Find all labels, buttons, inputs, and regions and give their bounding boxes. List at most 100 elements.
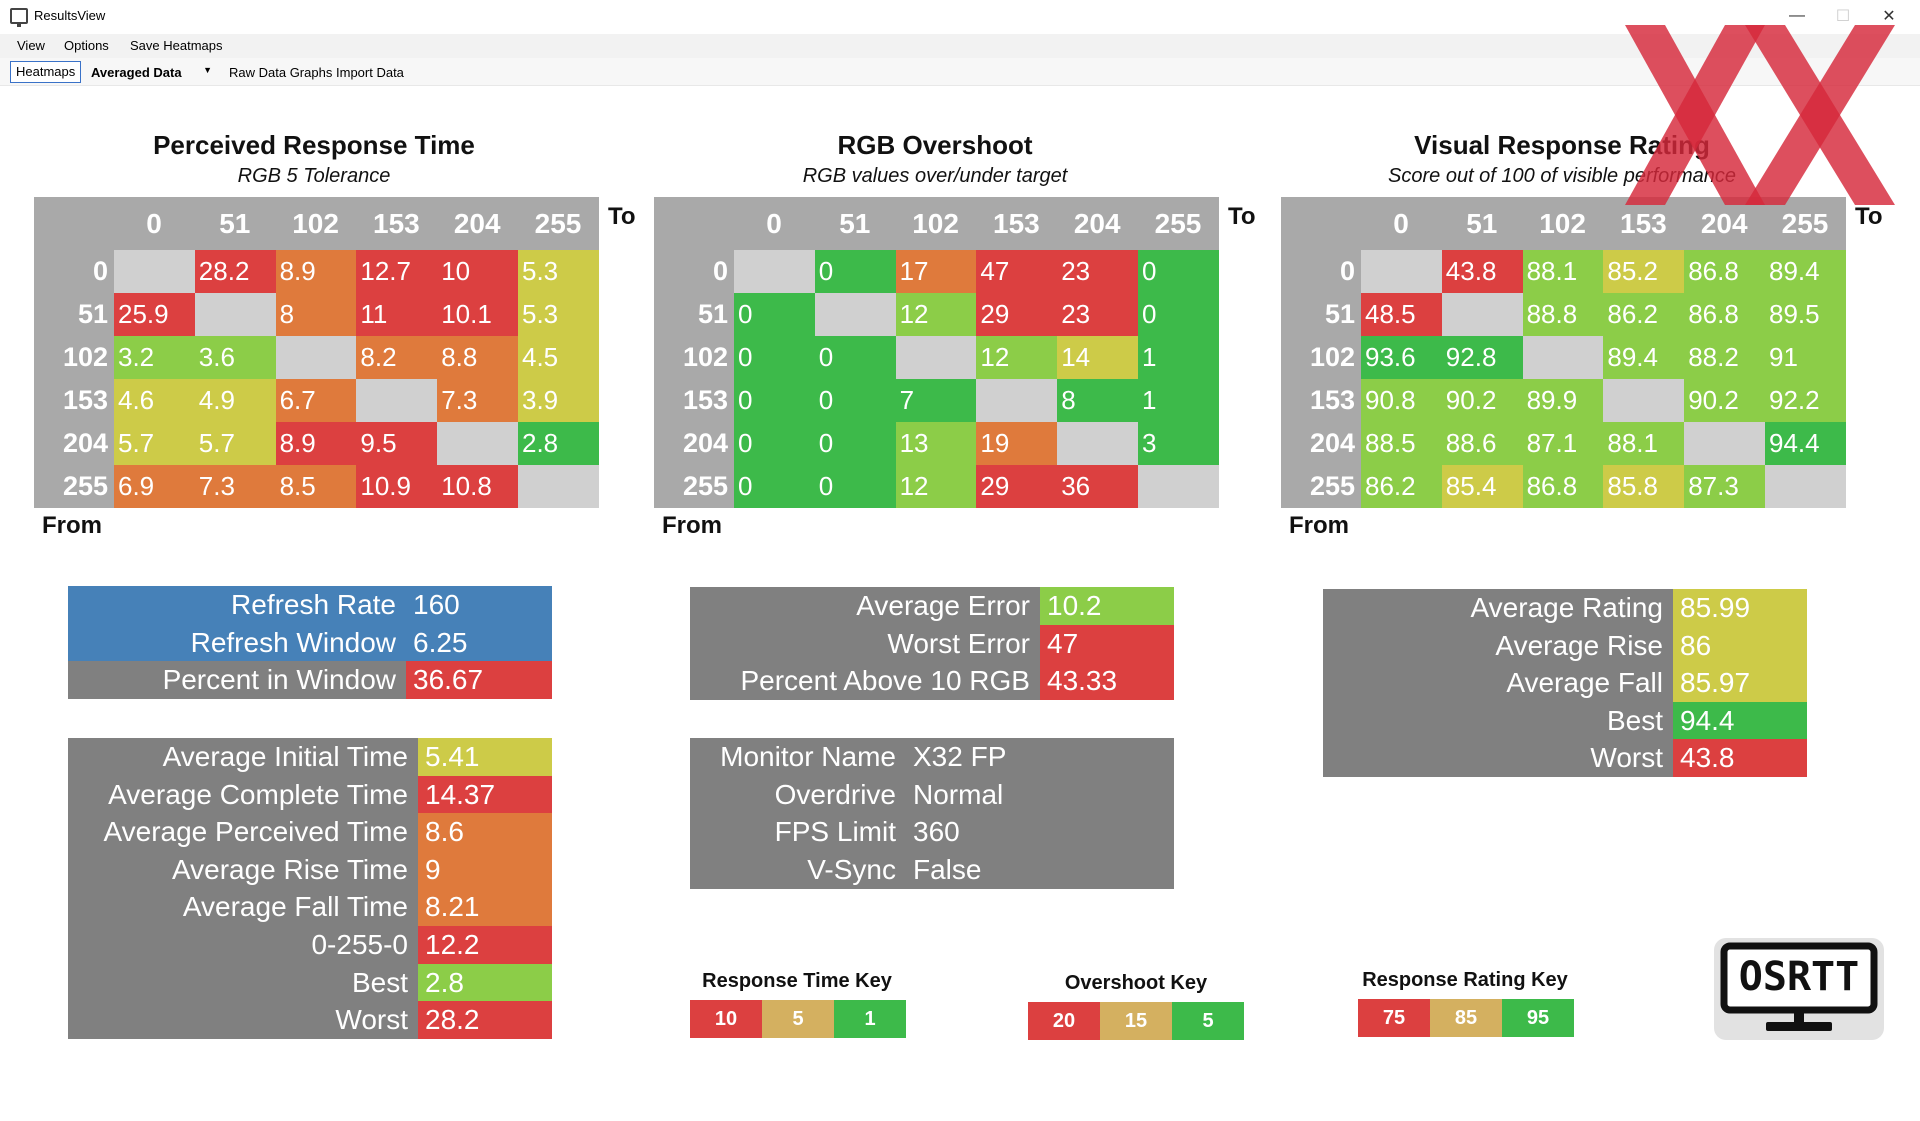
- heatmaps-tab[interactable]: Heatmaps: [10, 61, 82, 83]
- heatmap-cell: 10.8: [437, 465, 519, 508]
- heatmap-cell: [734, 250, 815, 293]
- heatmap-cell: 88.1: [1603, 422, 1685, 465]
- heatmap-col-header: 102: [292, 208, 339, 239]
- stat-row: Worst Error 47: [690, 624, 1174, 663]
- stat-row: Average Initial Time 5.41: [68, 738, 552, 776]
- stat-value: 5.41: [418, 738, 552, 776]
- maximize-button[interactable]: ☐: [1835, 8, 1851, 25]
- to-axis-label: To: [1228, 203, 1256, 230]
- heatmap-cell: 0: [814, 336, 896, 379]
- heatmap-cell: 0: [814, 379, 896, 422]
- heatmap-cell: 3.2: [114, 336, 195, 379]
- heatmap-row-header: 51: [77, 299, 108, 329]
- heatmap-cell: 23: [1057, 293, 1139, 336]
- stat-label: 0-255-0: [68, 926, 418, 964]
- stat-label: Worst: [1323, 739, 1673, 778]
- heatmap-cell: 14: [1057, 336, 1139, 379]
- import-data-button[interactable]: Import Data: [336, 65, 404, 80]
- stat-value: 12.2: [418, 926, 552, 964]
- heatmap-col-header: 51: [219, 208, 251, 239]
- heatmap-col-header: 204: [1700, 208, 1748, 239]
- heatmap-cell: 0: [1138, 293, 1219, 336]
- minimize-button[interactable]: —: [1789, 7, 1805, 24]
- heatmap-cell: 4.6: [114, 379, 195, 422]
- from-axis-label: From: [42, 512, 102, 539]
- heatmap-cell: 0: [734, 293, 815, 336]
- heatmap-col-header: 0: [766, 208, 782, 239]
- heatmap-cell: 86.2: [1603, 293, 1685, 336]
- menu-save-heatmaps[interactable]: Save Heatmaps: [130, 38, 223, 53]
- heatmap-col-header: 102: [1539, 208, 1586, 239]
- heatmap-cell: 36: [1057, 465, 1139, 508]
- heatmap-row-header: 0: [712, 256, 728, 286]
- heatmap-cell: [1603, 379, 1685, 422]
- stat-row: Refresh Rate 160: [68, 586, 552, 624]
- heatmap-row-header: 153: [62, 385, 108, 415]
- heatmap-cell: 86.8: [1522, 465, 1604, 508]
- heatmap-cell: 1: [1138, 379, 1219, 422]
- menu-view[interactable]: View: [17, 38, 45, 53]
- stat-label: Average Rise Time: [68, 850, 418, 889]
- window-title: ResultsView: [34, 8, 106, 23]
- heatmap-cell: 12: [895, 293, 977, 336]
- to-axis-label: To: [608, 203, 636, 230]
- heatmap-cell: 10.1: [437, 293, 519, 336]
- heatmap-cell: 25.9: [114, 293, 195, 336]
- heatmap-cell: 85.8: [1603, 465, 1685, 508]
- heatmap-col-header: 51: [839, 208, 871, 239]
- stat-value: 43.8: [1673, 739, 1807, 778]
- data-mode-value: Averaged Data: [91, 65, 182, 80]
- heatmap-cell: 5.7: [114, 422, 195, 465]
- key-cell: 85: [1430, 999, 1502, 1037]
- heatmap-grid: 0 51 102 153 204 255 0 0 17 47 23 0 51 0 12 29 23 0 102 0 0 1…: [654, 197, 1219, 508]
- heatmap-cell: 92.8: [1441, 336, 1523, 379]
- stat-value: 36.67: [406, 661, 552, 700]
- heatmap-col-header: 153: [993, 208, 1040, 239]
- heatmap-cell: 0: [814, 465, 896, 508]
- stat-label: Average Fall: [1323, 664, 1673, 703]
- heatmap-grid: 0 51 102 153 204 255 0 43.8 88.1 85.2 86.8 89.4 51 48…: [1281, 197, 1846, 508]
- heatmap-row-header: 255: [1309, 471, 1355, 501]
- stat-row: Worst 28.2: [68, 1001, 552, 1040]
- menu-options[interactable]: Options: [64, 38, 109, 53]
- heatmap-row-header: 255: [62, 471, 108, 501]
- heatmap-cell: 89.4: [1603, 336, 1685, 379]
- heatmap-cell: 90.2: [1684, 379, 1766, 422]
- heatmap-cell: 12: [895, 465, 977, 508]
- osrtt-logo-text: OSRTT: [1738, 954, 1860, 1000]
- heatmap-cell: 8: [275, 293, 357, 336]
- heatmap-cell: 7: [895, 379, 977, 422]
- heatmap-cell: 8.2: [356, 336, 438, 379]
- stat-label: Worst Error: [690, 624, 1040, 663]
- heatmap-cell: 90.2: [1441, 379, 1523, 422]
- heatmap-cell: [1057, 422, 1139, 465]
- heatmap-cell: [1361, 250, 1442, 293]
- stat-row: Worst 43.8: [1323, 739, 1807, 778]
- heatmap-cell: 89.9: [1522, 379, 1604, 422]
- close-button[interactable]: ✕: [1882, 8, 1896, 25]
- heatmap-cell: 8.9: [275, 422, 357, 465]
- heatmap-cell: 28.2: [194, 250, 276, 293]
- heatmap-cell: [1684, 422, 1766, 465]
- heatmap-cell: 86.8: [1684, 250, 1766, 293]
- stat-value: 10.2: [1040, 587, 1174, 625]
- key-cell: 1: [834, 1000, 906, 1038]
- rating-panel: Average Rating 85.99 Average Rise 86 Average…: [1323, 589, 1807, 778]
- data-mode-dropdown[interactable]: Averaged Data ▼: [86, 61, 218, 83]
- stat-row: Overdrive Normal: [690, 775, 1174, 814]
- heatmap-cell: [1441, 293, 1523, 336]
- stat-label: Average Rating: [1323, 589, 1673, 627]
- heatmap-cell: 6.9: [114, 465, 195, 508]
- heatmap-cell: 0: [814, 422, 896, 465]
- toolbar: Heatmaps Averaged Data ▼ Raw Data Graphs…: [0, 58, 1920, 86]
- raw-data-graphs-button[interactable]: Raw Data Graphs: [229, 65, 333, 80]
- heatmap-cell: 93.6: [1361, 336, 1442, 379]
- heatmap-row-header: 102: [62, 342, 108, 372]
- stat-value: 9: [418, 850, 552, 889]
- heatmap-cell: 0: [734, 422, 815, 465]
- title-bar: ResultsView — ☐ ✕: [0, 0, 1920, 34]
- stat-label: Best: [68, 963, 418, 1002]
- stat-value: 86: [1673, 626, 1807, 665]
- heatmap-cell: [976, 379, 1058, 422]
- stat-label: Percent Above 10 RGB: [690, 662, 1040, 701]
